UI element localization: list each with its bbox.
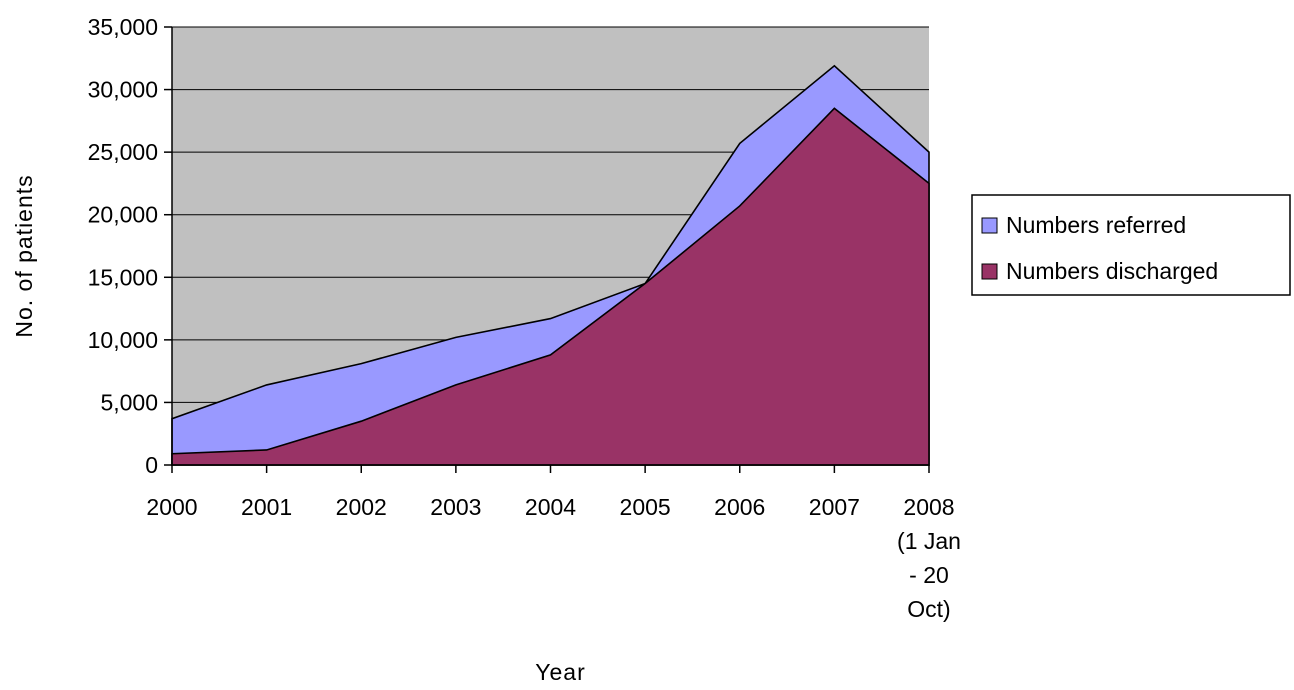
y-axis-title: No. of patients [11,174,37,337]
y-tick-label: 15,000 [88,264,158,290]
y-tick-label: 20,000 [88,202,158,228]
y-tick-labels: 0 5,000 10,000 15,000 20,000 25,000 30,000 35,0… [88,14,158,478]
x-tick-label: 2006 [714,494,765,520]
y-tick-label: 30,000 [88,77,158,103]
legend-label-numbers-referred: Numbers referred [1006,212,1186,238]
x-tick-label: 2000 [146,494,197,520]
x-tick-label: 2003 [430,494,481,520]
y-tick-label: 0 [145,452,158,478]
legend-swatch-numbers-referred [981,217,998,234]
y-tick-label: 10,000 [88,327,158,353]
x-tick-label: 2008 (1 Jan - 20 Oct) [897,494,961,622]
x-axis-title: Year [535,659,585,685]
legend: Numbers referred Numbers discharged [971,194,1291,296]
area-numbers-discharged [171,107,930,466]
area-series [171,64,930,466]
legend-label-numbers-discharged: Numbers discharged [1006,258,1218,284]
x-tick-label: 2002 [336,494,387,520]
axes [164,26,930,473]
y-tick-label: 25,000 [88,139,158,165]
x-tick-label: 2007 [809,494,860,520]
x-tick-label: 2005 [620,494,671,520]
legend-swatch-numbers-discharged [981,263,998,280]
legend-box [971,194,1291,296]
x-tick-label: 2001 [241,494,292,520]
y-tick-label: 35,000 [88,14,158,40]
x-tick-label: 2004 [525,494,576,520]
x-tick-labels: 2000 2001 2002 2003 2004 2005 2006 2007 2008 (1 J… [146,494,961,622]
y-tick-label: 5,000 [100,389,158,415]
